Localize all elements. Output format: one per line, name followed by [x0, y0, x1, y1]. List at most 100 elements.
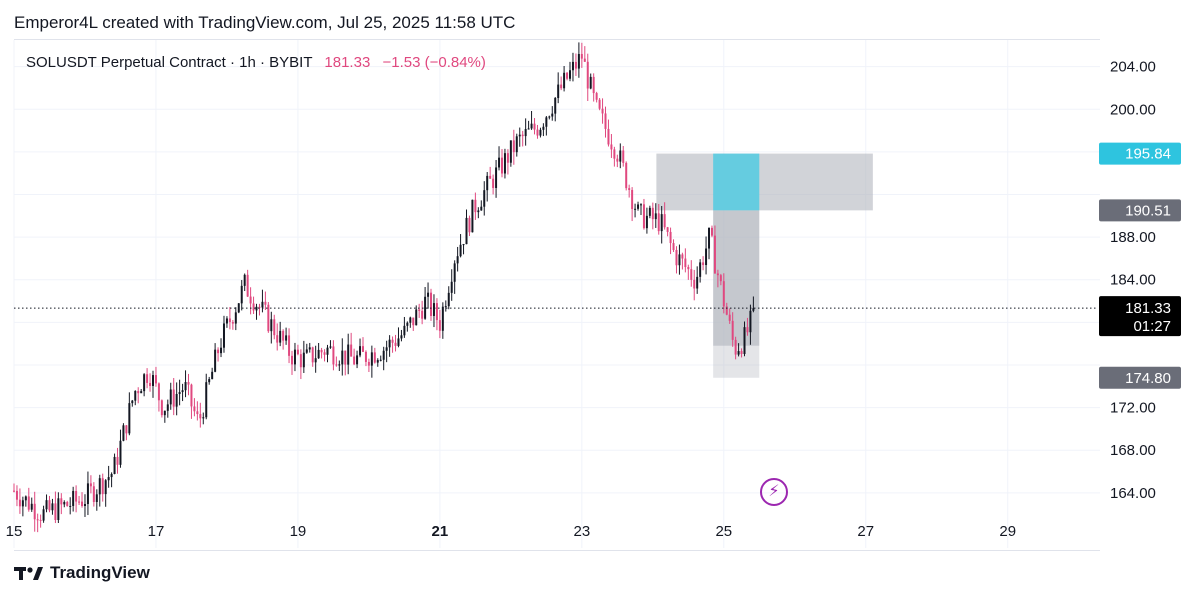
candle-body — [154, 375, 157, 384]
candles-group — [13, 42, 755, 533]
entry-price-tag-bg — [1099, 199, 1181, 222]
candle-body — [350, 344, 353, 357]
candle-body — [211, 371, 214, 380]
candle-body — [196, 411, 199, 415]
candle-body — [48, 500, 51, 511]
candle-body — [51, 503, 54, 511]
candle-body — [72, 490, 75, 506]
candle-body — [27, 496, 30, 510]
candle-body — [719, 275, 722, 282]
candle-body — [222, 323, 225, 348]
candle-body — [296, 349, 299, 355]
candle-body — [305, 349, 308, 353]
candle-body — [746, 327, 749, 333]
candle-body — [430, 292, 433, 316]
candle-body — [752, 308, 755, 311]
candle-body — [78, 501, 81, 503]
candle-body — [24, 496, 27, 501]
candle-body — [36, 519, 39, 521]
candle-body — [716, 273, 719, 276]
candle-body — [651, 207, 654, 220]
y-tick-label: 172.00 — [1110, 400, 1156, 417]
candle-body — [54, 503, 57, 520]
candle-body — [595, 93, 598, 100]
candle-body — [160, 400, 163, 416]
candle-body — [279, 330, 282, 343]
candle-body — [400, 335, 403, 339]
candle-body — [119, 440, 122, 465]
x-tick-label: 21 — [432, 523, 449, 540]
y-tick-label: 164.00 — [1110, 485, 1156, 502]
candle-body — [311, 347, 314, 363]
candle-body — [104, 480, 107, 495]
candle-body — [648, 207, 651, 216]
candle-body — [403, 325, 406, 336]
candle-body — [634, 208, 637, 210]
candle-body — [169, 389, 172, 405]
candle-body — [15, 490, 18, 500]
candle-body — [666, 227, 669, 232]
candle-body — [622, 150, 625, 163]
y-tick-label: 200.00 — [1110, 101, 1156, 118]
candle-body — [131, 400, 134, 404]
candle-body — [163, 410, 166, 416]
candle-body — [341, 350, 344, 365]
candle-body — [367, 361, 370, 366]
candle-body — [421, 310, 424, 319]
candle-body — [228, 318, 231, 323]
candle-body — [57, 498, 60, 520]
candle-body — [506, 153, 509, 163]
candle-body — [39, 519, 42, 521]
candle-body — [252, 303, 255, 311]
candle-body — [456, 256, 459, 264]
candle-body — [438, 320, 441, 331]
candle-body — [364, 351, 367, 362]
candle-body — [113, 456, 116, 474]
candle-body — [406, 322, 409, 326]
candle-body — [122, 425, 125, 441]
candle-body — [749, 310, 752, 333]
candle-body — [143, 374, 146, 392]
current-price-tag-bg — [1099, 296, 1181, 337]
candle-body — [370, 352, 373, 366]
lightning-bolt-icon[interactable]: ⚡ — [760, 478, 788, 506]
candle-body — [554, 98, 557, 114]
candle-body — [347, 344, 350, 365]
tradingview-brand[interactable]: TradingView — [14, 563, 150, 583]
candle-body — [326, 347, 329, 355]
candle-body — [725, 306, 728, 315]
candle-body — [598, 99, 601, 109]
candle-body — [690, 269, 693, 280]
x-tick-label: 23 — [573, 523, 590, 540]
candle-body — [276, 335, 279, 343]
candle-body — [462, 244, 465, 246]
symbol-legend[interactable]: SOLUSDT Perpetual Contract · 1h · BYBIT … — [26, 54, 486, 71]
candle-body — [66, 502, 69, 507]
last-price: 181.33 — [324, 54, 371, 71]
candle-body — [645, 215, 648, 229]
candle-body — [157, 383, 160, 401]
candle-body — [42, 509, 45, 521]
candle-body — [388, 339, 391, 348]
candle-body — [391, 339, 394, 343]
symbol-name: SOLUSDT Perpetual Contract · 1h · BYBIT — [26, 54, 313, 71]
candle-body — [628, 188, 631, 190]
candle-body — [577, 53, 580, 69]
candle-body — [92, 486, 95, 502]
candle-body — [681, 254, 684, 259]
candle-body — [231, 322, 234, 324]
candle-body — [288, 335, 291, 356]
candle-body — [601, 108, 604, 114]
candle-body — [527, 128, 530, 130]
candle-body — [545, 117, 548, 127]
candle-body — [580, 53, 583, 59]
candle-body — [610, 144, 613, 150]
candle-body — [480, 206, 483, 211]
candle-body — [432, 303, 435, 316]
tradingview-logo-icon — [14, 567, 43, 580]
candle-body — [444, 306, 447, 308]
candle-body — [616, 158, 619, 162]
candle-body — [18, 499, 21, 507]
y-tick-label: 204.00 — [1110, 59, 1156, 76]
